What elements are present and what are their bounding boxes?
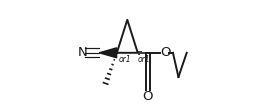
Polygon shape: [99, 48, 117, 58]
Text: or1: or1: [138, 55, 151, 64]
Text: O: O: [160, 46, 170, 59]
Text: N: N: [78, 46, 88, 59]
Text: O: O: [142, 90, 153, 103]
Text: or1: or1: [118, 55, 131, 64]
